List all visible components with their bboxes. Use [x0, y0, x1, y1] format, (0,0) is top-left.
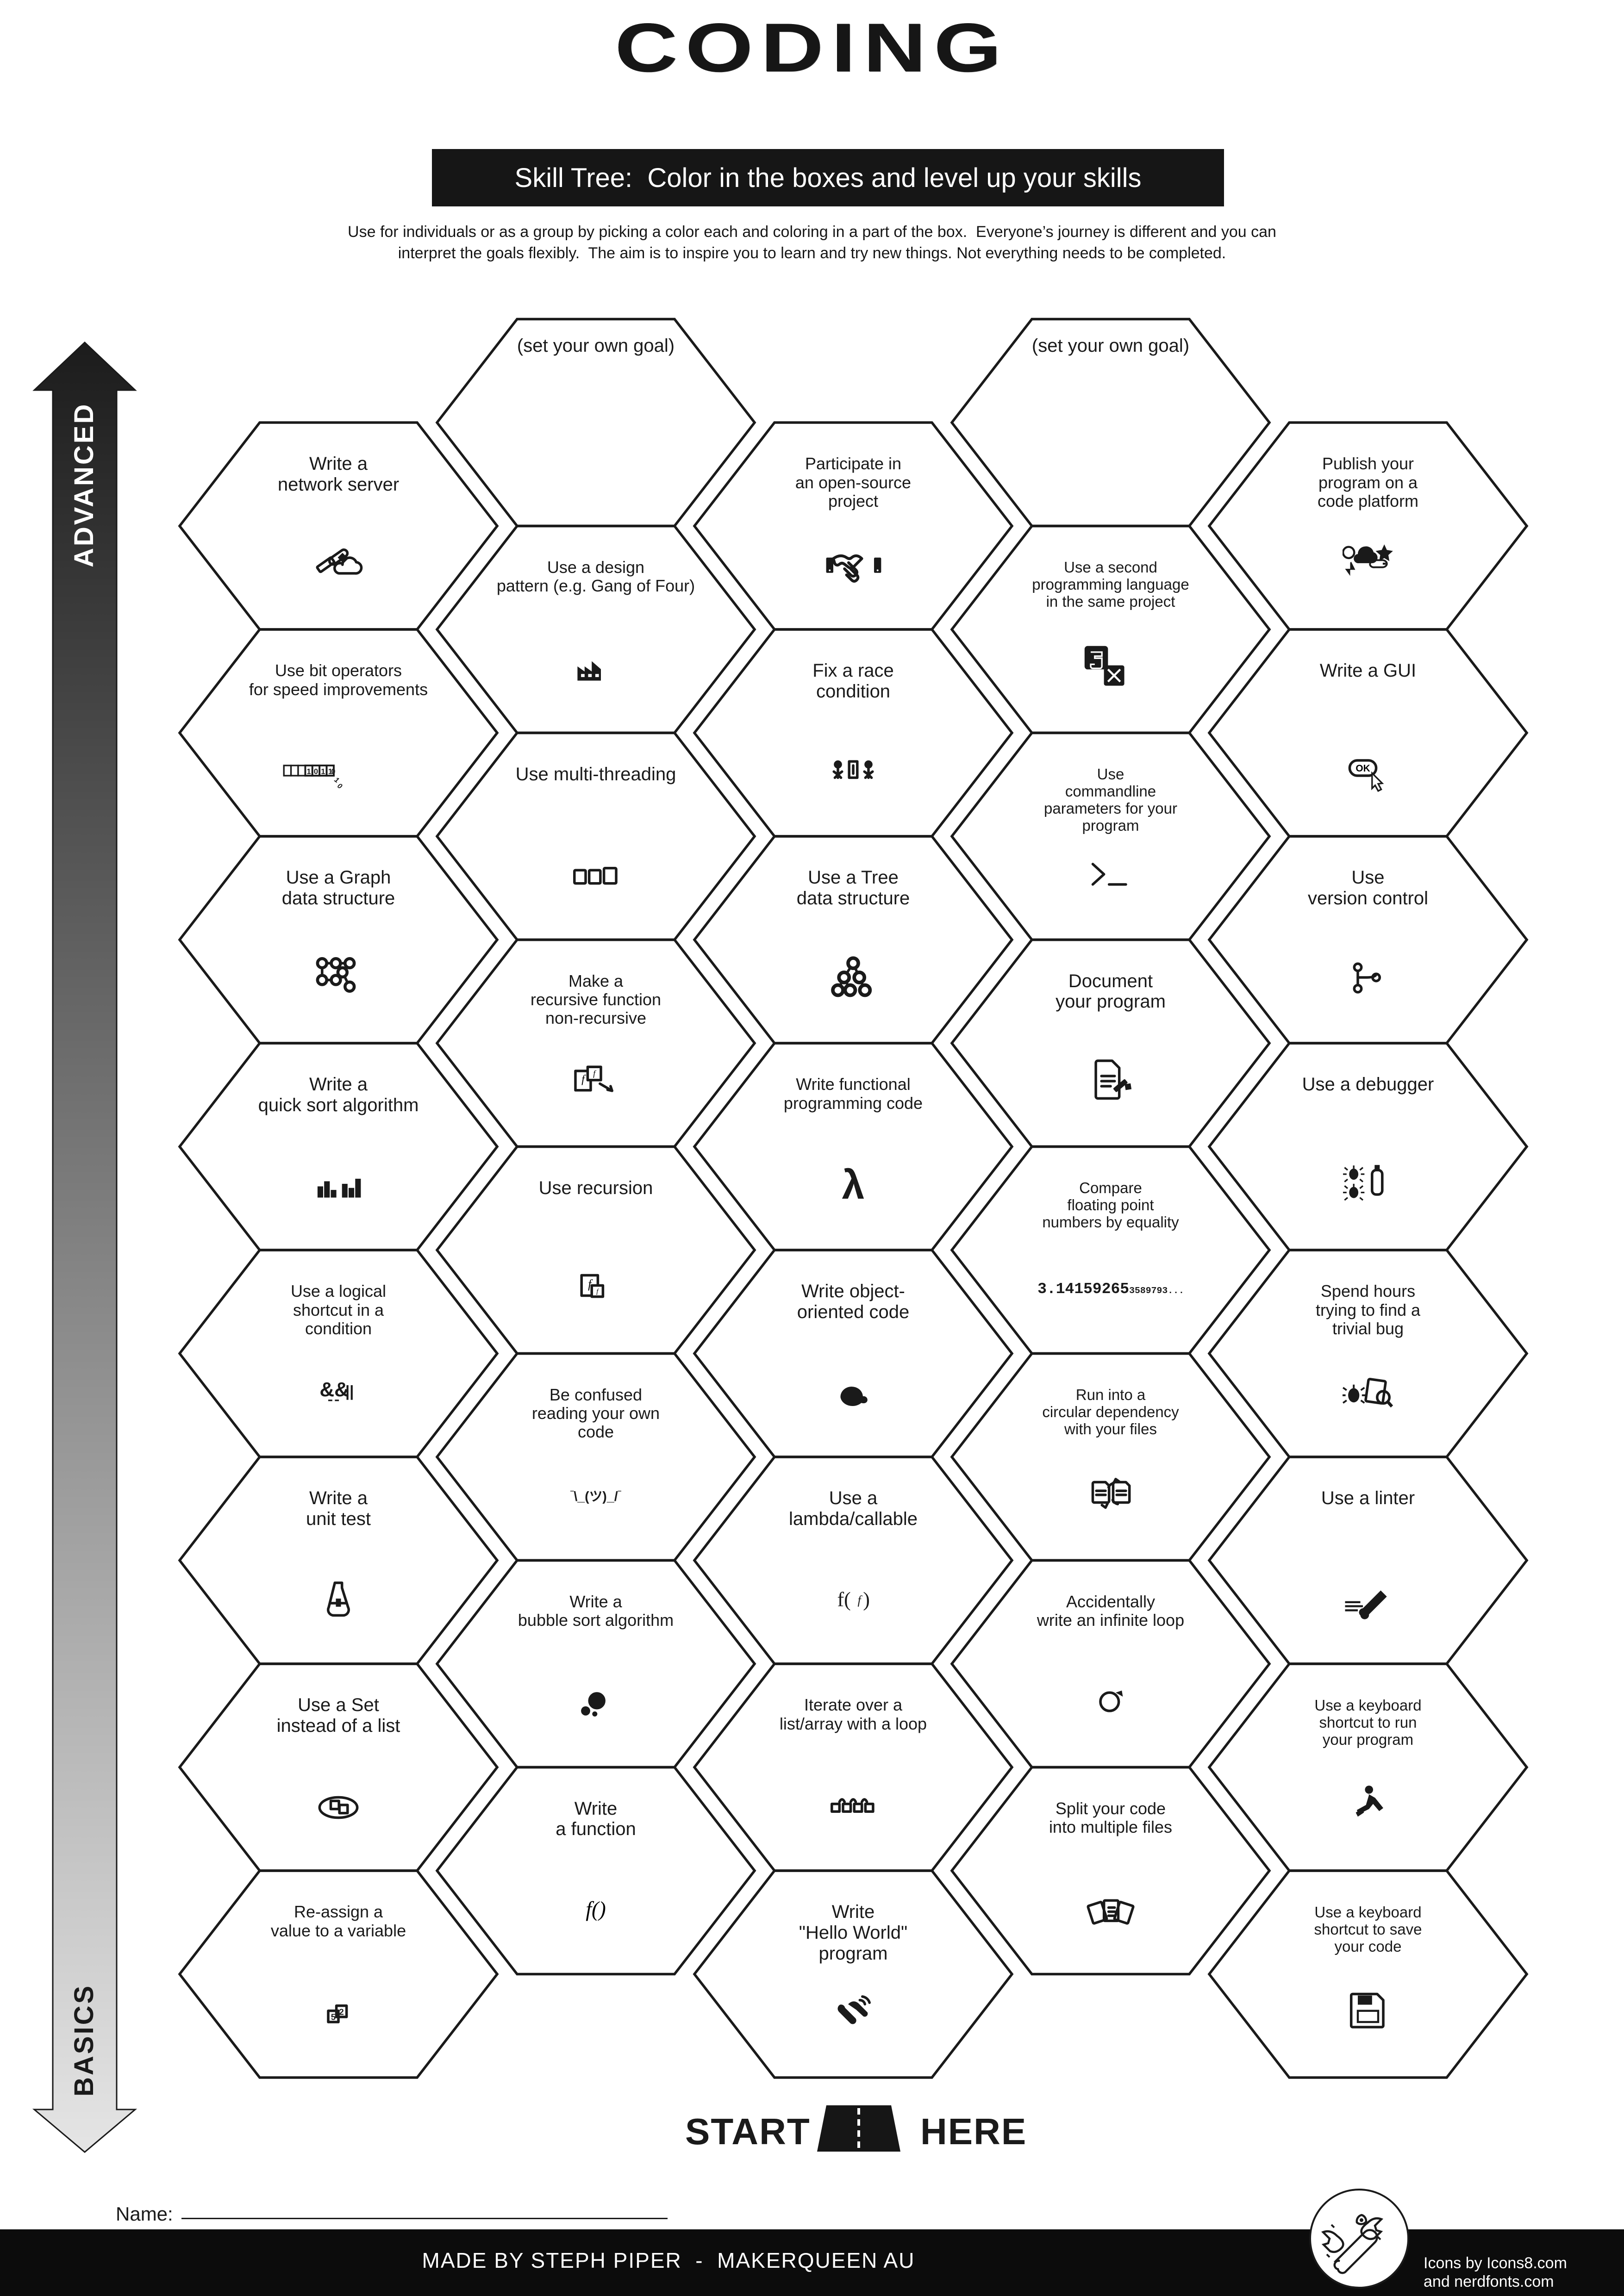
- svg-text:0: 0: [314, 768, 318, 776]
- svg-text:||: ||: [345, 1382, 354, 1400]
- svg-text:f: f: [858, 1593, 863, 1607]
- svg-text:f(: f(: [837, 1588, 851, 1611]
- svg-text:5: 5: [331, 2012, 336, 2022]
- svg-text:0: 0: [331, 768, 335, 776]
- svg-text:f(): f(): [586, 1897, 606, 1921]
- svg-text:): ): [863, 1588, 870, 1611]
- svg-text:2: 2: [339, 2007, 344, 2017]
- svg-text:λ: λ: [842, 1162, 865, 1207]
- svg-text:OK: OK: [1355, 763, 1370, 774]
- svg-text:0: 0: [336, 782, 344, 791]
- svg-text:&&: &&: [319, 1378, 349, 1401]
- svg-text:3.141592653589793...: 3.141592653589793...: [1037, 1281, 1184, 1298]
- svg-text:1: 1: [307, 768, 311, 776]
- svg-text:f: f: [581, 1073, 586, 1085]
- svg-text:¯\_(ツ)_/¯: ¯\_(ツ)_/¯: [570, 1489, 621, 1504]
- svg-text:1: 1: [321, 768, 325, 776]
